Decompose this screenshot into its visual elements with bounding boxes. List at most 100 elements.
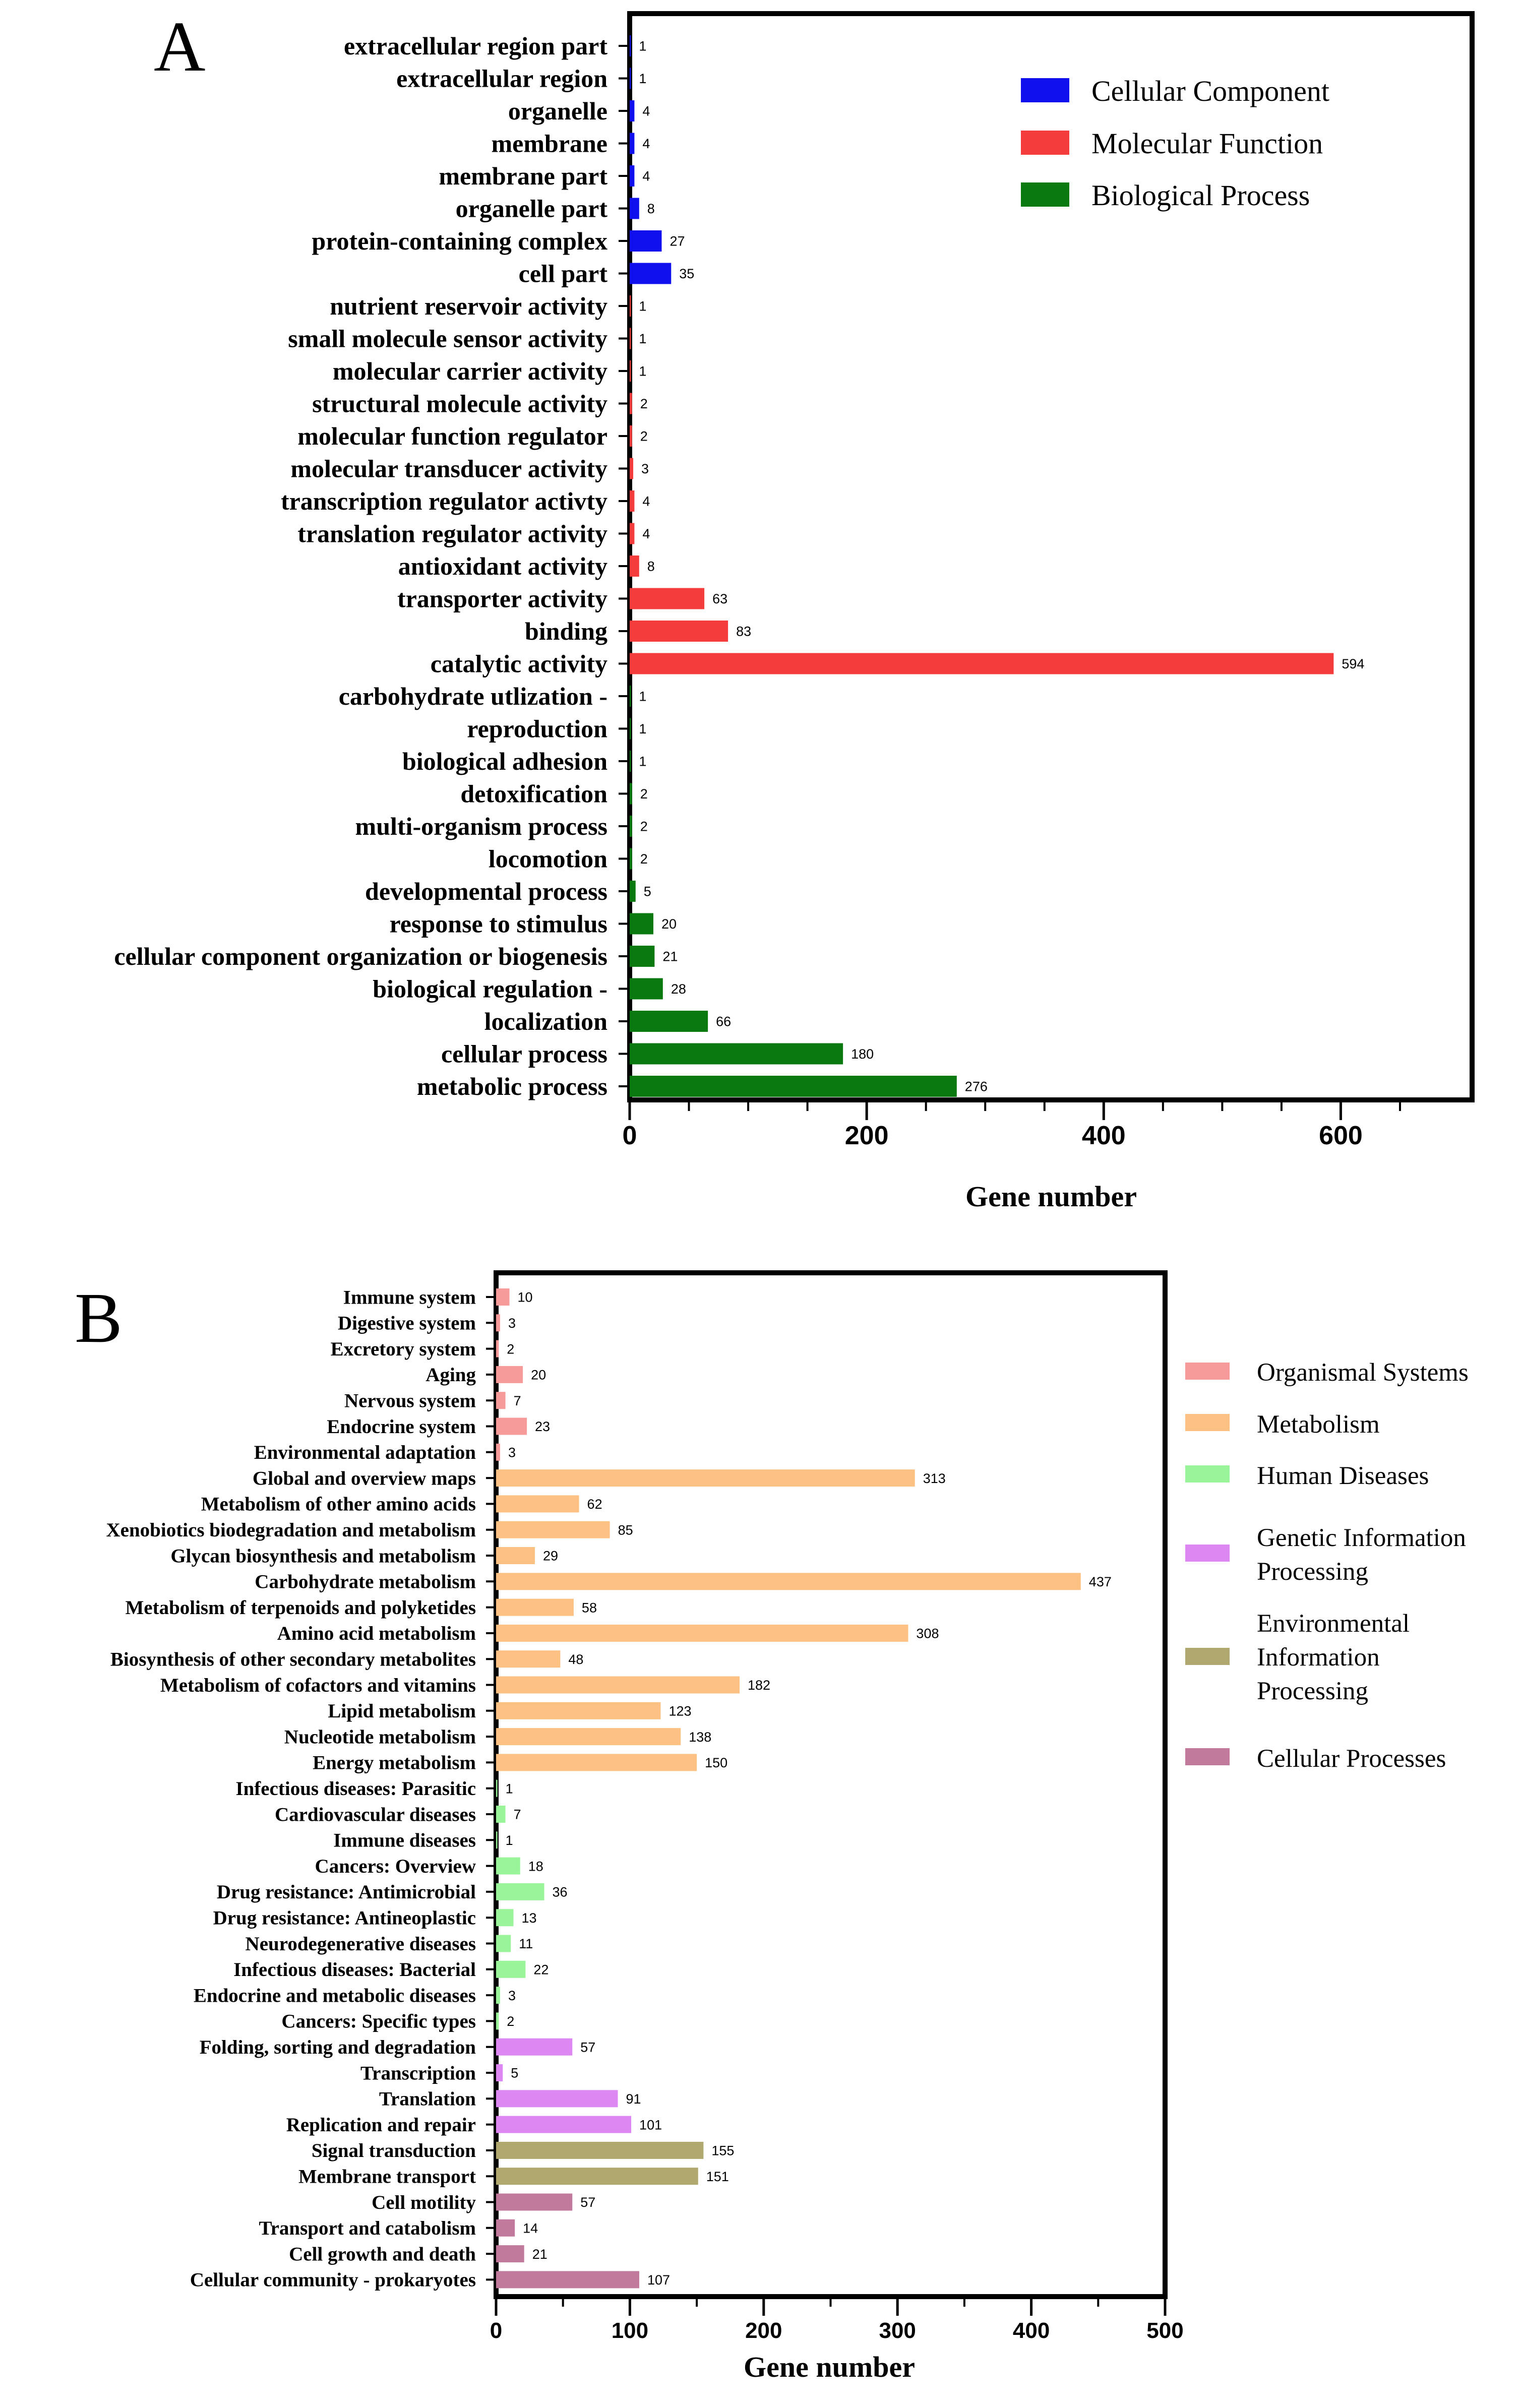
chart-1-legend-label: Human Diseases [1257,1462,1429,1490]
chart-1-value-label: 107 [647,2272,670,2288]
chart-1-value-label: 57 [580,2195,595,2210]
chart-0-category-label: organelle [508,97,607,125]
chart-1-value-label: 22 [533,1962,549,1978]
chart-1-value-label: 11 [519,1936,533,1951]
chart-0-category-label: developmental process [365,877,607,905]
chart-1-category-label: Immune system [343,1286,476,1308]
chart-0-legend-swatch [1021,131,1069,155]
chart-0-value-label: 4 [642,169,650,184]
chart-1-category-label: Infectious diseases: Parasitic [235,1778,476,1800]
chart-1-bar [496,1314,500,1332]
chart-0-bar [630,230,662,252]
chart-0-bar [630,328,631,349]
chart-0-value-label: 21 [662,949,678,964]
chart-0-category-label: cell part [519,260,608,288]
chart-1-value-label: 138 [689,1730,711,1745]
chart-0-category-label: localization [484,1007,608,1035]
chart-1-legend-label: Genetic Information Processing [1257,1524,1466,1586]
chart-1-value-label: 2 [507,2014,514,2029]
chart-1-legend-label: Metabolism [1257,1410,1380,1439]
chart-1-value-label: 123 [668,1704,691,1719]
chart-1-category-label: Transport and catabolism [259,2217,476,2239]
chart-0-category-label: metabolic process [417,1072,607,1100]
chart-0-category-label: antioxidant activity [398,552,607,580]
chart-0-category-label: carbohydrate utlization - [339,682,607,710]
chart-0-value-label: 66 [716,1014,731,1029]
chart-0-value-label: 1 [639,364,646,379]
chart-0-category-label: biological adhesion [402,747,607,775]
chart-1-bar [496,1547,535,1564]
chart-0-bar [630,165,635,187]
chart-1-category-label: Amino acid metabolism [277,1623,476,1644]
chart-1-bar [496,1702,661,1719]
chart-0-category-label: binding [525,617,607,645]
chart-1-value-label: 150 [705,1755,727,1770]
chart-1-bar [496,1521,610,1538]
chart-1-bar [496,1624,908,1642]
chart-0-value-label: 2 [640,851,648,867]
chart-1-bar [496,1417,527,1435]
chart-0-bar [630,1011,708,1032]
chart-0-x-tick-label: 200 [845,1121,889,1150]
chart-1-category-label: Nucleotide metabolism [284,1726,476,1748]
chart-1-legend-swatch [1185,1545,1230,1562]
chart-1-bar [496,1754,697,1771]
chart-0-legend-label: Molecular Function [1091,127,1323,160]
chart-0-bar [630,458,634,479]
chart-1-bar [496,2116,632,2133]
chart-0-value-label: 1 [639,754,646,769]
chart-0-bar [630,783,632,805]
chart-1-value-label: 313 [923,1471,946,1486]
chart-1-value-label: 5 [511,2066,518,2081]
chart-1-bar [496,1469,915,1487]
chart-0-bar [630,751,631,772]
chart-1-value-label: 48 [568,1652,583,1667]
chart-0-bar [630,360,631,382]
chart-1-legend-swatch [1185,1465,1230,1483]
chart-1-x-tick-label: 400 [1013,2318,1050,2343]
chart-1-legend-label: Organismal Systems [1257,1359,1469,1387]
chart-1-x-tick-label: 500 [1146,2318,1183,2343]
chart-0-value-label: 1 [639,71,646,86]
chart-0-legend-label: Biological Process [1091,179,1310,212]
chart-1-category-label: Metabolism of terpenoids and polyketides [125,1597,476,1619]
chart-0-value-label: 2 [640,429,648,444]
chart-1-bar [496,1728,681,1746]
chart-0-category-label: response to stimulus [390,910,607,938]
chart-1-category-label: Cancers: Overview [315,1856,476,1877]
chart-0-category-label: biological regulation - [373,975,607,1003]
chart-0-plot-frame [627,11,1475,1102]
chart-0-category-label: organelle part [456,195,608,223]
chart-1-bar [496,2271,639,2289]
chart-1-legend-swatch [1185,1414,1230,1431]
chart-0-panel-label: A [154,7,206,86]
chart-0-bar [630,913,654,935]
chart-1-category-label: Cardiovascular diseases [275,1804,476,1825]
chart-0-bar [630,198,639,219]
chart-1-category-label: Neurodegenerative diseases [246,1933,476,1955]
chart-1-value-label: 155 [711,2143,734,2158]
chart-1-value-label: 14 [523,2221,538,2236]
chart-0-bar [630,1076,957,1097]
chart-0-value-label: 3 [641,461,649,476]
chart-0-category-label: catalytic activity [431,650,607,678]
chart-0-bar [630,263,672,284]
chart-0-value-label: 63 [712,591,727,606]
chart-1-value-label: 58 [582,1600,597,1615]
chart-1-bar [496,1883,544,1900]
chart-0-category-label: locomotion [489,845,607,873]
chart-1-bar [496,1573,1081,1590]
chart-1-category-label: Infectious diseases: Bacterial [233,1959,476,1981]
chart-1-bar [496,2193,573,2211]
chart-0-bar [630,100,635,121]
chart-0-category-label: membrane part [439,162,607,190]
chart-1-value-label: 7 [514,1393,521,1408]
chart-0-x-tick-label: 400 [1082,1121,1126,1150]
chart-1-category-label: Metabolism of cofactors and vitamins [160,1675,476,1696]
chart-0-bar [630,425,632,447]
chart-1-value-label: 85 [618,1522,633,1537]
chart-0-bar [630,946,655,967]
chart-1-category-label: Immune diseases [333,1830,476,1851]
chart-1-bar [496,1598,574,1616]
chart-1-value-label: 57 [580,2040,595,2055]
